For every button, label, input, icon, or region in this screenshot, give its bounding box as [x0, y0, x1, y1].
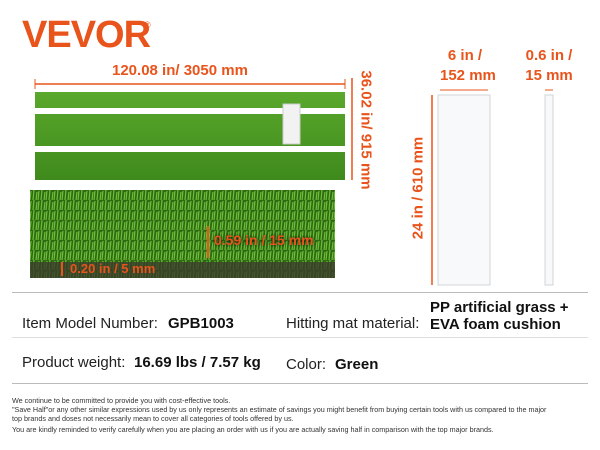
spec-value: 16.69 lbs / 7.57 kg: [134, 354, 261, 371]
spec-value: PP artificial grass + EVA foam cushion: [430, 299, 569, 333]
spec-table: Item Model Number: GPB1003 Hitting mat m…: [12, 292, 588, 384]
spec-value: Green: [335, 356, 379, 373]
value-line: PP artificial grass +: [430, 299, 569, 316]
product-drawing: [30, 78, 554, 286]
length-label: 120.08 in/ 3050 mm: [112, 62, 248, 79]
logo-mark: ®: [144, 20, 151, 30]
label-line: 15 mm: [525, 67, 573, 84]
thin-strip: [544, 94, 554, 286]
footer-line: You are kindly reminded to verify carefu…: [12, 425, 494, 434]
pile-label: 0.59 in / 15 mm: [214, 232, 314, 248]
footer-line: top brands and doses not necessarily mea…: [12, 414, 294, 423]
footer-line: "Save Half"or any other similar expressi…: [12, 405, 547, 414]
spec-label: Product weight:: [22, 354, 126, 371]
height-label: 24 in / 610 mm: [409, 136, 427, 240]
mat-stripe: [35, 108, 345, 114]
label-line: 152 mm: [440, 67, 496, 84]
label-line: 0.6 in /: [525, 47, 573, 64]
tee-insert: [282, 103, 301, 145]
value-line: EVA foam cushion: [430, 316, 561, 333]
grass-base: [30, 262, 335, 278]
label-line: 6 in /: [447, 47, 483, 64]
base-label: 0.20 in / 5 mm: [70, 261, 156, 276]
logo: VEVOR: [22, 14, 151, 56]
spec-label: Hitting mat material:: [286, 315, 420, 332]
spec-label: Color:: [286, 356, 327, 373]
thin-width-label: 0.6 in / 15 mm: [524, 46, 574, 86]
strip-width-label: 6 in / 152 mm: [440, 46, 496, 86]
row-divider: [12, 337, 588, 338]
footer-line: We continue to be committed to provide y…: [12, 396, 231, 405]
width-label: 36.02 in/ 915 mm: [357, 70, 375, 190]
white-strip: [437, 94, 491, 286]
spec-label: Item Model Number:: [22, 315, 158, 332]
spec-value: GPB1003: [168, 315, 234, 332]
mat-stripe: [35, 146, 345, 152]
